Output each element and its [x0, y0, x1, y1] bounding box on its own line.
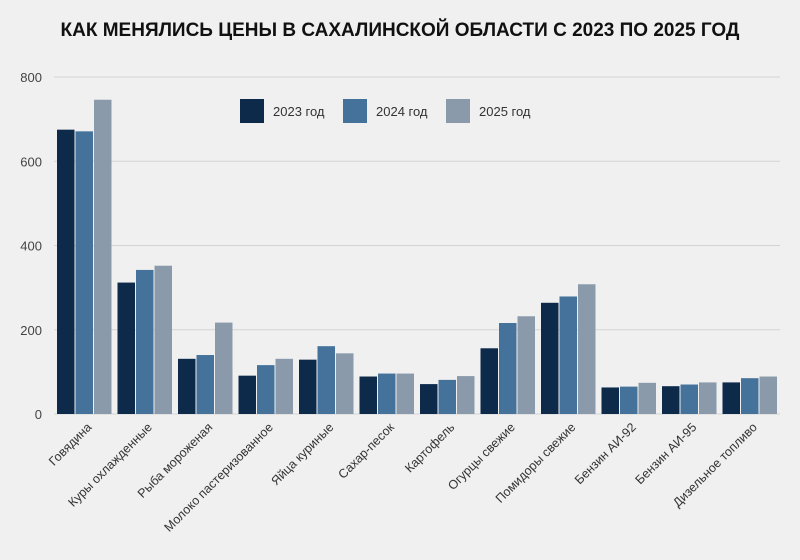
- bar: [275, 358, 293, 414]
- bar: [178, 358, 196, 414]
- bar: [480, 348, 498, 414]
- x-tick-label: Картофель: [402, 420, 457, 475]
- bar: [759, 376, 777, 414]
- bar: [601, 387, 619, 414]
- x-tick-label: Бензин АИ-95: [633, 420, 700, 487]
- bar: [154, 265, 172, 414]
- bar: [420, 384, 438, 414]
- bar: [638, 382, 656, 414]
- bar: [215, 322, 233, 414]
- y-tick-label: 600: [20, 154, 42, 169]
- legend-swatch: [240, 99, 264, 123]
- bar: [457, 376, 475, 414]
- bar: [57, 129, 75, 414]
- y-tick-label: 800: [20, 70, 42, 85]
- bar: [438, 379, 456, 414]
- bar: [499, 323, 517, 414]
- bar: [299, 359, 317, 414]
- bar: [541, 302, 559, 414]
- legend-swatch: [343, 99, 367, 123]
- bar: [517, 316, 535, 414]
- legend-label: 2024 год: [376, 104, 428, 119]
- legend-label: 2025 год: [479, 104, 531, 119]
- bar: [359, 376, 377, 414]
- bar: [662, 386, 680, 414]
- bar: [699, 382, 717, 414]
- x-tick-label: Бензин АИ-92: [572, 420, 639, 487]
- legend-swatch: [446, 99, 470, 123]
- bar: [257, 365, 275, 414]
- bar: [317, 346, 335, 414]
- x-tick-label: Яйца куриные: [268, 420, 336, 488]
- x-tick-label: Молоко пастеризованное: [161, 420, 275, 534]
- bar: [680, 384, 698, 414]
- bar: [722, 382, 740, 414]
- chart-title: КАК МЕНЯЛИСЬ ЦЕНЫ В САХАЛИНСКОЙ ОБЛАСТИ …: [60, 20, 740, 41]
- bar: [196, 355, 214, 414]
- bar: [75, 131, 93, 414]
- y-tick-label: 200: [20, 323, 42, 338]
- x-tick-label: Сахар-песок: [335, 420, 397, 482]
- bar: [741, 378, 759, 414]
- legend-label: 2023 год: [273, 104, 325, 119]
- bar: [559, 296, 577, 414]
- y-tick-label: 0: [35, 407, 42, 422]
- bar: [378, 373, 396, 414]
- bar: [136, 269, 154, 414]
- bar: [396, 373, 414, 414]
- bar: [578, 284, 596, 414]
- bar: [238, 375, 256, 414]
- bar: [94, 99, 112, 414]
- x-tick-label: Говядина: [46, 420, 94, 468]
- bar: [117, 282, 135, 414]
- bar: [620, 386, 638, 414]
- y-tick-label: 400: [20, 239, 42, 254]
- bar: [336, 353, 354, 414]
